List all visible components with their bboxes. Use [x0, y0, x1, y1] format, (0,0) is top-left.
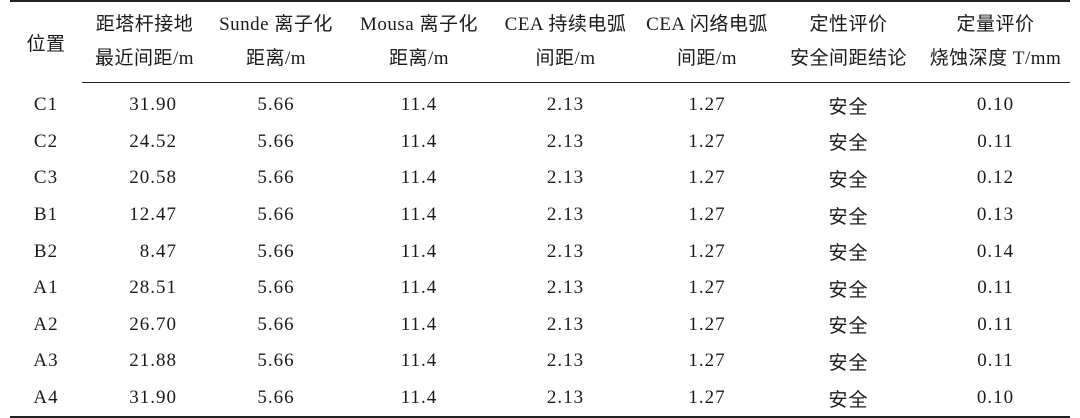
cell-cea-sustained: 2.13: [546, 130, 585, 152]
table-row: A3 21.88 5.66 11.4 2.13 1.27 安全 0.11: [10, 343, 1070, 380]
header-mousa-line2: 距离/m: [345, 42, 493, 83]
table-row: C2 24.52 5.66 11.4 2.13 1.27 安全 0.11: [10, 124, 1070, 161]
cell-quantitative: 0.13: [976, 204, 1015, 226]
cell-mousa: 11.4: [400, 204, 438, 226]
cell-qualitative: 安全: [828, 352, 869, 374]
cell-qualitative: 安全: [828, 243, 869, 265]
safety-distance-table: 位置 距塔杆接地 Sunde 离子化 Mousa 离子化 CEA 持续电弧 CE…: [10, 0, 1070, 418]
cell-sunde: 5.66: [257, 130, 295, 152]
header-cea-sustained-line2: 间距/m: [493, 42, 638, 83]
header-sunde-line2: 距离/m: [207, 42, 345, 83]
cell-cea-flashover: 1.27: [688, 94, 726, 116]
cell-quantitative: 0.11: [977, 313, 1014, 335]
cell-quantitative: 0.11: [977, 277, 1014, 299]
cell-position: A1: [33, 277, 59, 299]
cell-position: A3: [33, 350, 59, 372]
cell-position: C1: [33, 94, 59, 116]
cell-cea-flashover: 1.27: [688, 313, 726, 335]
cell-distance: 24.52: [129, 130, 177, 152]
cell-mousa: 11.4: [400, 94, 438, 116]
cell-position: A2: [33, 313, 59, 335]
cell-sunde: 5.66: [257, 350, 295, 372]
header-cea-sustained-line1: CEA 持续电弧: [493, 0, 638, 42]
cell-distance: 21.88: [129, 350, 177, 372]
table-header: 位置 距塔杆接地 Sunde 离子化 Mousa 离子化 CEA 持续电弧 CE…: [10, 0, 1070, 83]
table-row: B2 8.47 5.66 11.4 2.13 1.27 安全 0.14: [10, 233, 1070, 270]
cell-qualitative: 安全: [828, 96, 869, 118]
cell-quantitative: 0.14: [976, 240, 1015, 262]
table-row: A2 26.70 5.66 11.4 2.13 1.27 安全 0.11: [10, 307, 1070, 344]
cell-qualitative: 安全: [828, 316, 869, 338]
header-cea-flashover-line2: 间距/m: [638, 42, 776, 83]
cell-qualitative: 安全: [828, 206, 869, 228]
cell-cea-flashover: 1.27: [688, 167, 726, 189]
header-quantitative-line2: 烧蚀深度 T/mm: [921, 42, 1070, 83]
table-row: A1 28.51 5.66 11.4 2.13 1.27 安全 0.11: [10, 270, 1070, 307]
header-row-bottom: 最近间距/m 距离/m 距离/m 间距/m 间距/m 安全间距结论 烧蚀深度 T…: [10, 42, 1070, 83]
cell-cea-flashover: 1.27: [688, 240, 726, 262]
header-sunde-line1: Sunde 离子化: [207, 0, 345, 42]
header-qualitative-line2: 安全间距结论: [776, 42, 921, 83]
header-mousa-line1: Mousa 离子化: [345, 0, 493, 42]
cell-cea-sustained: 2.13: [546, 240, 585, 262]
cell-cea-flashover: 1.27: [688, 204, 726, 226]
cell-sunde: 5.66: [257, 277, 295, 299]
cell-position: B1: [33, 204, 59, 226]
cell-cea-sustained: 2.13: [546, 94, 585, 116]
cell-qualitative: 安全: [828, 169, 869, 191]
header-cea-flashover-line1: CEA 闪络电弧: [638, 0, 776, 42]
cell-mousa: 11.4: [400, 277, 438, 299]
header-row-top: 位置 距塔杆接地 Sunde 离子化 Mousa 离子化 CEA 持续电弧 CE…: [10, 0, 1070, 83]
cell-distance: 28.51: [129, 277, 177, 299]
cell-sunde: 5.66: [257, 204, 295, 226]
table-row: B1 12.47 5.66 11.4 2.13 1.27 安全 0.13: [10, 197, 1070, 234]
cell-distance: 26.70: [129, 313, 177, 335]
cell-cea-sustained: 2.13: [546, 350, 585, 372]
cell-cea-flashover: 1.27: [688, 350, 726, 372]
cell-mousa: 11.4: [400, 240, 438, 262]
cell-qualitative: 安全: [828, 133, 869, 155]
cell-distance: 12.47: [129, 204, 177, 226]
cell-qualitative: 安全: [828, 279, 869, 301]
header-position: 位置: [10, 0, 82, 83]
cell-position: C3: [33, 167, 59, 189]
cell-sunde: 5.66: [257, 94, 295, 116]
cell-quantitative: 0.11: [977, 350, 1014, 372]
cell-quantitative: 0.10: [976, 94, 1015, 116]
cell-cea-sustained: 2.13: [546, 204, 585, 226]
cell-cea-sustained: 2.13: [546, 277, 585, 299]
cell-cea-flashover: 1.27: [688, 277, 726, 299]
cell-distance: 20.58: [129, 167, 177, 189]
cell-mousa: 11.4: [400, 167, 438, 189]
cell-sunde: 5.66: [257, 313, 295, 335]
safety-distance-table-container: 位置 距塔杆接地 Sunde 离子化 Mousa 离子化 CEA 持续电弧 CE…: [10, 0, 1070, 418]
header-qualitative-line1: 定性评价: [776, 0, 921, 42]
table-body: C1 31.90 5.66 11.4 2.13 1.27 安全 0.10 C2 …: [10, 83, 1070, 418]
cell-cea-flashover: 1.27: [688, 130, 726, 152]
cell-sunde: 5.66: [257, 167, 295, 189]
cell-quantitative: 0.11: [977, 130, 1014, 152]
table-row: C1 31.90 5.66 11.4 2.13 1.27 安全 0.10: [10, 83, 1070, 124]
cell-distance: 31.90: [129, 94, 177, 116]
cell-mousa: 11.4: [400, 313, 438, 335]
cell-mousa: 11.4: [400, 130, 438, 152]
cell-mousa: 11.4: [400, 350, 438, 372]
cell-distance: 8.47: [139, 240, 177, 262]
table-row: C3 20.58 5.66 11.4 2.13 1.27 安全 0.12: [10, 160, 1070, 197]
cell-position: B2: [33, 240, 59, 262]
cell-position: C2: [33, 130, 59, 152]
header-distance-line1: 距塔杆接地: [82, 0, 207, 42]
cell-quantitative: 0.12: [976, 167, 1015, 189]
header-quantitative-line1: 定量评价: [921, 0, 1070, 42]
cell-sunde: 5.66: [257, 240, 295, 262]
cell-cea-sustained: 2.13: [546, 167, 585, 189]
header-distance-line2: 最近间距/m: [82, 42, 207, 83]
cell-cea-sustained: 2.13: [546, 313, 585, 335]
